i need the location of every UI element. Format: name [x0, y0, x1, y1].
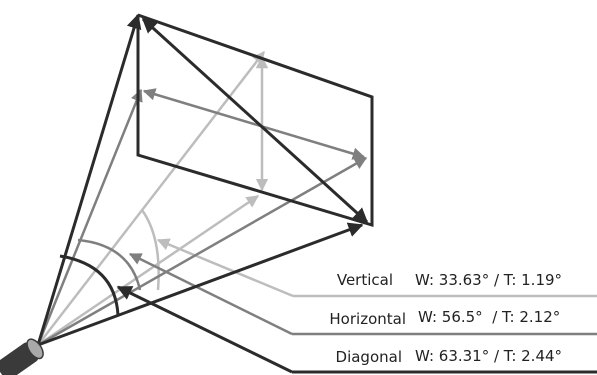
horizontal-ray-left — [36, 88, 143, 346]
horizontal-rays — [36, 88, 597, 347]
horizontal-extent-line — [142, 88, 366, 160]
diagonal-ray-bottom — [37, 222, 364, 347]
camera-lens — [26, 338, 44, 360]
camera-icon — [0, 338, 44, 375]
fov-labels: Vertical W: 33.63° / T: 1.19° Horizontal… — [329, 271, 562, 366]
label-vertical-name: Vertical — [337, 271, 393, 289]
vertical-callout-leader — [156, 238, 294, 298]
label-horizontal-name: Horizontal — [329, 310, 406, 328]
camera-body — [0, 342, 39, 375]
label-diagonal-value: W: 63.31° / T: 2.44° — [415, 347, 562, 365]
diagonal-extent-line — [141, 17, 369, 224]
diagonal-ray-top — [36, 13, 142, 346]
vertical-rays — [37, 51, 597, 347]
horizontal-callout-leader — [128, 252, 293, 336]
label-horizontal-value: W: 56.5° / T: 2.12° — [418, 308, 560, 326]
diagonal-angle-arc — [59, 254, 120, 316]
horizontal-angle-arc — [77, 238, 142, 291]
label-diagonal-name: Diagonal — [336, 348, 402, 366]
diagonal-callout-leader — [116, 285, 293, 374]
diagonal-rays — [36, 13, 597, 374]
label-vertical-value: W: 33.63° / T: 1.19° — [415, 271, 562, 289]
